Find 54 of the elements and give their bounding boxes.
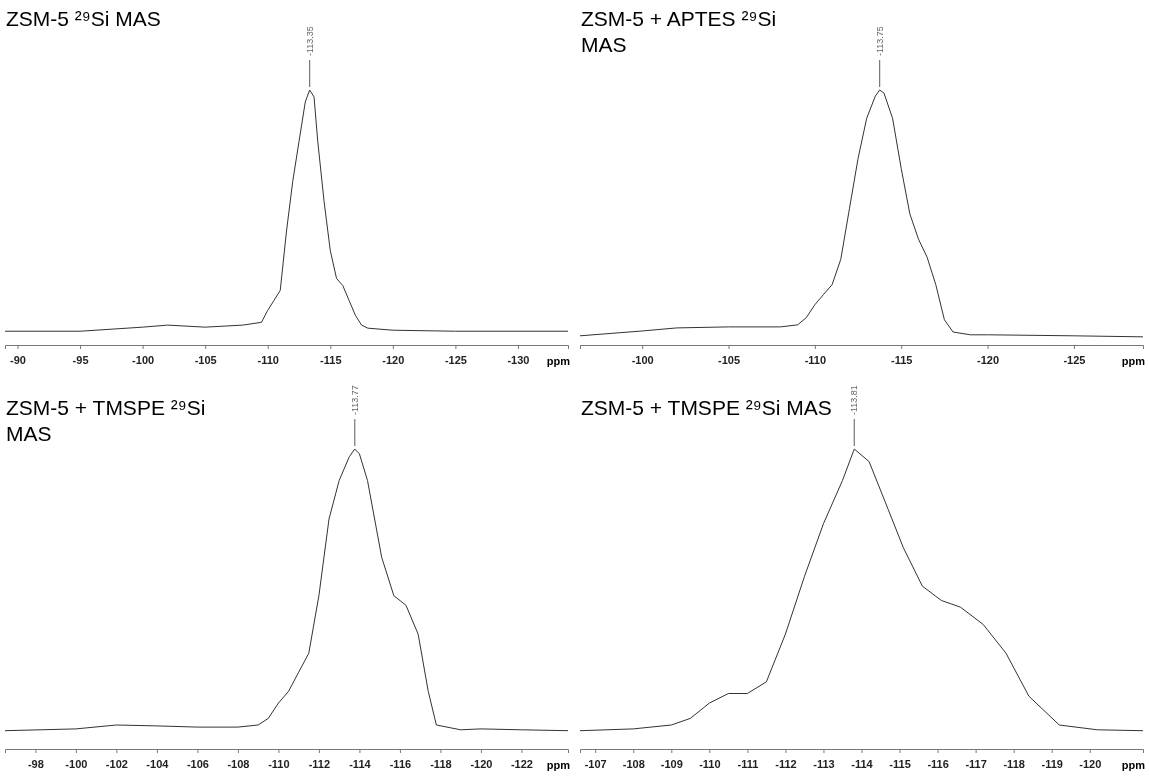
x-tick-label: -110 — [804, 354, 827, 367]
x-tick-label: -110 — [257, 354, 279, 367]
x-tick-label: -130 — [507, 354, 530, 367]
x-tick-label: -120 — [977, 354, 1000, 367]
x-tick-label: -108 — [227, 758, 250, 771]
x-tick-label: -106 — [186, 758, 209, 771]
x-tick-label: -118 — [1003, 758, 1025, 771]
x-tick-label: -117 — [965, 758, 987, 771]
x-tick-label: -100 — [65, 758, 88, 771]
x-axis-title: ppm — [1121, 355, 1146, 367]
x-tick-label: -100 — [132, 354, 155, 367]
annotation: -113.35 — [304, 26, 315, 56]
x-tick-label: -125 — [1063, 354, 1086, 367]
x-tick-label: -112 — [775, 758, 797, 771]
annotation: -113.77 — [349, 385, 360, 415]
x-tick-label: -114 — [851, 758, 874, 771]
x-tick-label: -98 — [27, 758, 44, 771]
x-axis-title: ppm — [546, 759, 571, 771]
x-tick-label: -116 — [389, 758, 412, 771]
x-tick-label: -119 — [1041, 758, 1063, 771]
x-tick-label: -100 — [631, 354, 654, 367]
x-tick-label: -105 — [194, 354, 217, 367]
x-tick-label: -125 — [444, 354, 467, 367]
x-axis-title: ppm — [1121, 759, 1146, 771]
annotation: -113.81 — [849, 385, 860, 415]
x-tick-label: -114 — [349, 758, 372, 771]
x-tick-label: -115 — [320, 354, 342, 367]
x-tick-label: -120 — [1079, 758, 1102, 771]
x-tick-label: -95 — [72, 354, 89, 367]
x-tick-label: -104 — [146, 758, 170, 771]
chart-title: ZSM-5 + TMSPE ²⁹Si MAS — [581, 396, 832, 419]
x-tick-label: -120 — [382, 354, 405, 367]
x-tick-label: -109 — [660, 758, 683, 771]
chart-title: ZSM-5 + APTES ²⁹Si MAS — [581, 7, 777, 56]
x-tick-label: -122 — [510, 758, 533, 771]
x-tick-label: -111 — [737, 758, 759, 771]
chart-title: ZSM-5 ²⁹Si MAS — [6, 7, 161, 30]
annotation: -113.75 — [874, 26, 885, 56]
chart-title: ZSM-5 + TMSPE ²⁹Si MAS — [6, 396, 206, 445]
x-tick-label: -116 — [927, 758, 949, 771]
x-tick-label: -102 — [105, 758, 128, 771]
x-tick-label: -90 — [10, 354, 26, 367]
x-tick-label: -115 — [891, 354, 913, 367]
x-tick-label: -113 — [813, 758, 835, 771]
x-tick-label: -120 — [470, 758, 493, 771]
x-tick-label: -112 — [308, 758, 331, 771]
x-tick-label: -108 — [622, 758, 645, 771]
x-axis-title: ppm — [546, 355, 571, 367]
x-tick-label: -110 — [699, 758, 721, 771]
x-tick-label: -115 — [889, 758, 911, 771]
x-tick-label: -107 — [584, 758, 607, 771]
x-tick-label: -118 — [430, 758, 452, 771]
x-tick-label: -105 — [718, 354, 741, 367]
x-tick-label: -110 — [268, 758, 290, 771]
